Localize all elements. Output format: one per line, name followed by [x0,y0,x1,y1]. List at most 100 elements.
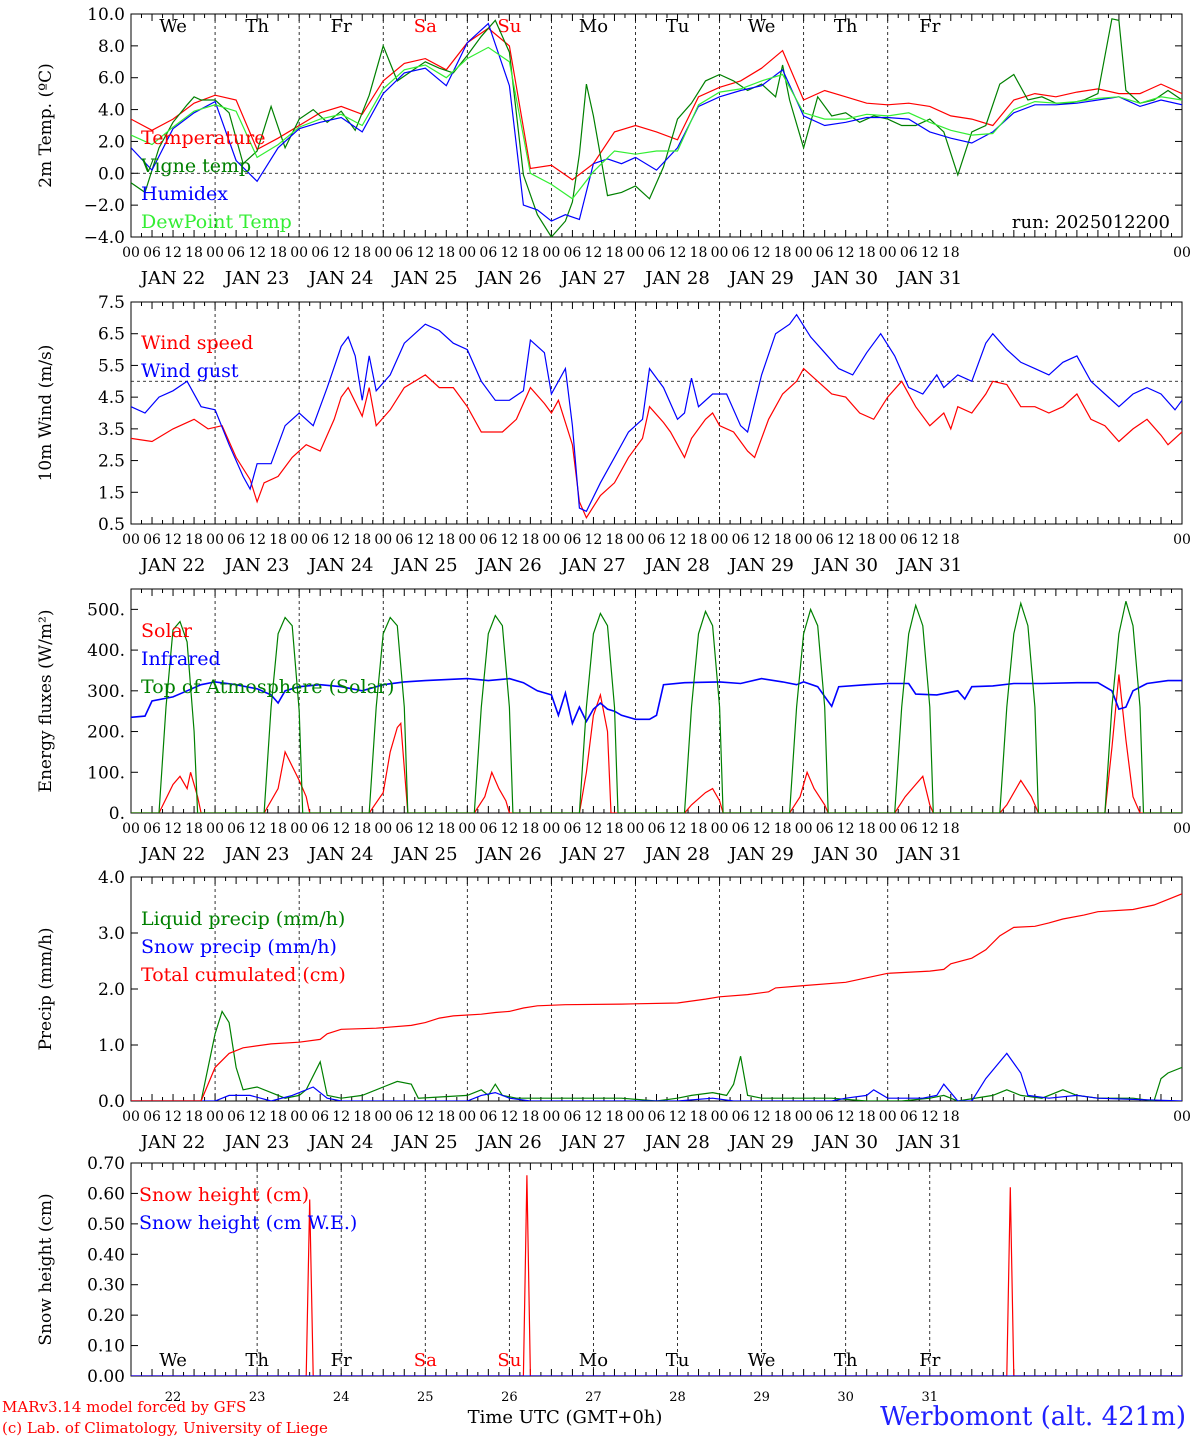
hour-tick-label: 18 [690,1109,708,1125]
date-label: JAN 27 [559,555,626,576]
date-label: JAN 25 [391,555,458,576]
series-line [131,677,1182,726]
legend-entry: Top of Atmosphere (Solar) [141,676,394,698]
run-annotation: run: 2025012200 [1012,212,1170,233]
y-tick-label: 0.5 [98,515,125,535]
legend-entry: Humidex [141,183,228,205]
weekday-label: Fr [919,16,940,37]
day-number-label: 30 [837,1390,854,1405]
hour-tick-label: 12 [921,532,939,548]
hour-tick-label: 00 [627,1109,645,1125]
y-tick-label: 2.5 [98,452,125,472]
hour-tick-label: 12 [837,821,855,837]
weekday-label: Mo [579,1350,608,1371]
hour-tick-label: 12 [332,532,350,548]
day-number-label: 27 [585,1390,602,1405]
model-credit: MARv3.14 model forced by GFS [2,1398,247,1416]
hour-tick-label: 06 [732,245,750,261]
series-line [131,22,1182,222]
date-label: JAN 25 [391,1132,458,1153]
weekday-label: Th [245,16,269,37]
weekday-label: Sa [414,1350,437,1371]
hour-tick-label: 12 [416,1109,434,1125]
hour-tick-label: 12 [753,1109,771,1125]
legend-entry: Snow height (cm W.E.) [139,1212,357,1234]
hour-tick-label: 00 [374,532,392,548]
hour-tick-label: 00 [542,821,560,837]
hour-tick-label: 06 [143,821,161,837]
hour-tick-label: 06 [816,245,834,261]
y-tick-label: 6.5 [98,325,125,345]
date-label: JAN 23 [223,844,290,865]
y-tick-label: 0.40 [87,1245,125,1265]
weekday-label: Mo [579,16,608,37]
y-tick-label: 0.70 [87,1154,125,1174]
hour-tick-label: 18 [353,821,371,837]
y-tick-label: 5.5 [98,356,125,376]
series-line [131,27,1182,181]
hour-tick-label: 12 [248,245,266,261]
hour-tick-label: 12 [669,532,687,548]
hour-tick-label: 00 [1173,532,1191,548]
hour-tick-label: 00 [458,1109,476,1125]
hour-tick-label: 18 [521,532,539,548]
date-label: JAN 23 [223,555,290,576]
hour-tick-label: 06 [143,532,161,548]
weekday-label: We [748,1350,776,1371]
hour-tick-label: 18 [942,821,960,837]
weekday-label: Sa [414,16,437,37]
y-axis-label: Snow height (cm) [36,1193,56,1345]
hour-tick-label: 06 [311,1109,329,1125]
hour-tick-label: 06 [227,1109,245,1125]
hour-tick-label: 06 [395,1109,413,1125]
date-label: JAN 22 [139,844,206,865]
hour-tick-label: 00 [206,821,224,837]
hour-tick-label: 06 [900,532,918,548]
hour-tick-label: 12 [753,821,771,837]
hour-tick-label: 18 [185,821,203,837]
date-label: JAN 28 [643,1132,710,1153]
temperature-panel: −4.0 −2.0 0.0 2.0 4.0 6.0 8.0 10.0 2m Temp. (ºC)… [36,5,1191,289]
y-tick-label: 400. [87,641,125,661]
weekday-label: We [159,1350,187,1371]
hour-tick-label: 12 [753,532,771,548]
hour-tick-label: 00 [458,245,476,261]
hour-tick-label: 18 [185,245,203,261]
weekday-label: Th [834,16,858,37]
hour-tick-label: 00 [1173,821,1191,837]
hour-tick-label: 12 [921,821,939,837]
date-label: JAN 24 [307,555,374,576]
hour-tick-label: 06 [732,821,750,837]
hour-tick-label: 18 [185,532,203,548]
hour-tick-label: 00 [711,532,729,548]
day-number-label: 22 [165,1390,182,1405]
hour-tick-label: 06 [564,245,582,261]
date-label: JAN 29 [727,1132,794,1153]
date-label: JAN 23 [223,1132,290,1153]
y-tick-label: 4.0 [98,868,125,888]
series-line [131,313,1182,513]
weekday-label: Th [245,1350,269,1371]
series-line [131,18,1182,237]
weekday-label: Su [497,16,521,37]
hour-tick-label: 12 [585,532,603,548]
y-tick-label: 0.00 [87,1367,125,1387]
hour-tick-label: 06 [311,532,329,548]
legend-entry: Snow height (cm) [139,1184,309,1206]
weekday-label: Su [497,1350,521,1371]
hour-tick-label: 18 [437,245,455,261]
series-line [131,1009,1182,1101]
hour-tick-label: 06 [395,821,413,837]
hour-tick-label: 00 [879,1109,897,1125]
y-tick-label: 0.0 [98,1092,125,1112]
day-number-label: 25 [417,1390,434,1405]
y-tick-label: 0.60 [87,1184,125,1204]
y-tick-label: 2.0 [98,980,125,1000]
hour-tick-label: 06 [395,245,413,261]
hour-tick-label: 18 [690,532,708,548]
hour-tick-label: 12 [164,821,182,837]
hour-tick-label: 18 [690,245,708,261]
wind-panel: 0.5 1.5 2.5 3.5 4.5 5.5 6.5 7.5 10m Wind (m/s) 00… [36,293,1191,576]
hour-tick-label: 12 [921,1109,939,1125]
hour-tick-label: 00 [122,245,140,261]
